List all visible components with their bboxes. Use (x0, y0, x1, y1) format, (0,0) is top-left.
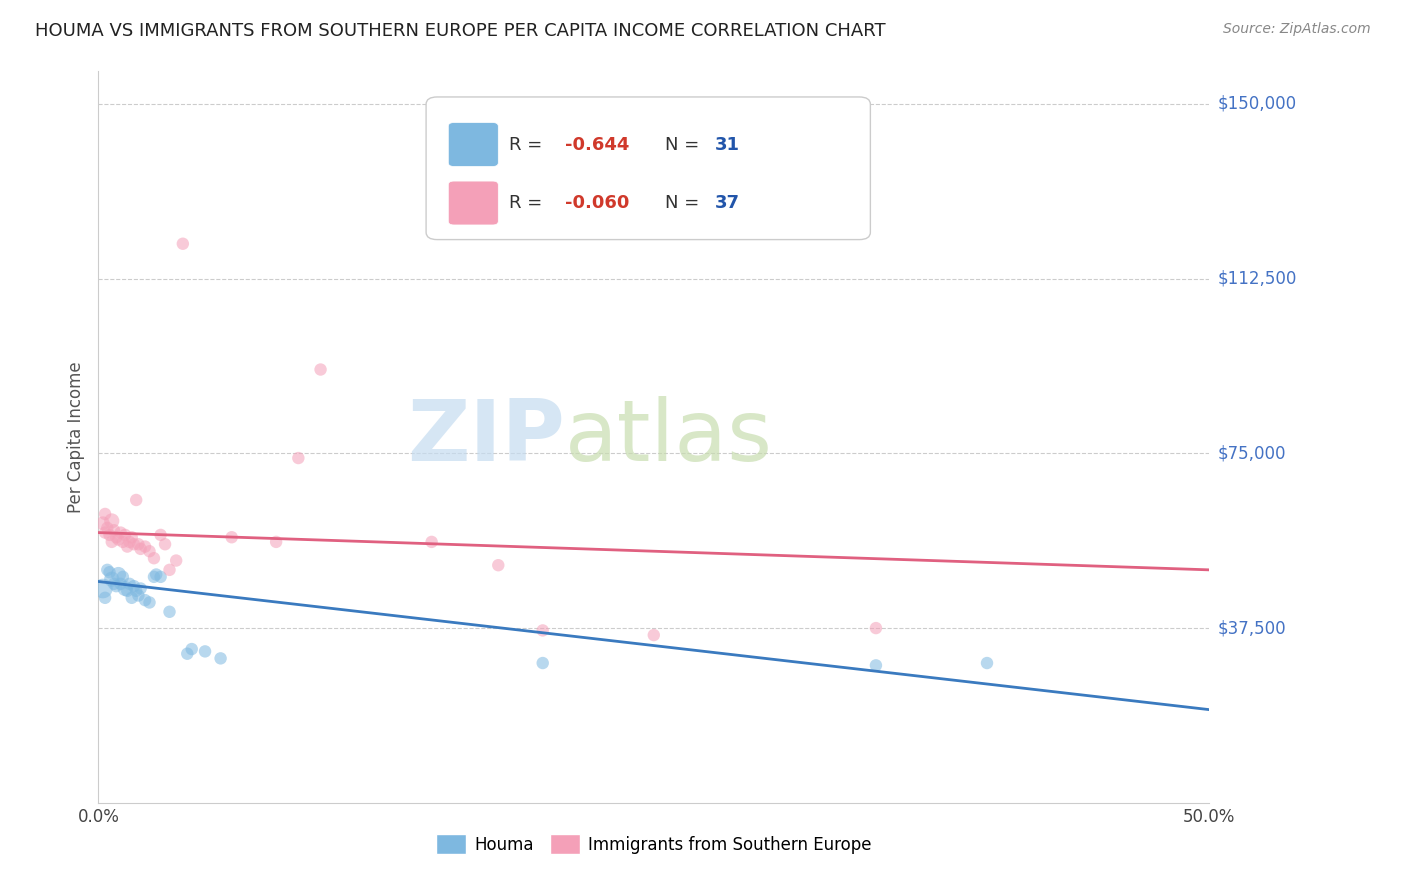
Point (209, 651, 232, 665)
Point (129, 541, 152, 556)
Point (531, 624, 554, 638)
Point (138, 595, 160, 609)
Point (176, 647, 198, 661)
Point (531, 656, 554, 670)
Point (172, 236, 194, 251)
Point (153, 537, 176, 551)
Point (976, 656, 998, 670)
Point (107, 533, 129, 547)
Point (100, 535, 122, 549)
Text: $112,500: $112,500 (1218, 269, 1296, 288)
Point (103, 577, 125, 591)
Point (149, 570, 172, 584)
Text: atlas: atlas (565, 395, 773, 479)
Text: N =: N = (665, 194, 704, 212)
Point (127, 537, 149, 551)
Y-axis label: Per Capita Income: Per Capita Income (67, 361, 86, 513)
Point (118, 577, 141, 591)
Point (264, 535, 287, 549)
Point (98, 565, 121, 579)
Point (865, 658, 887, 673)
Point (165, 553, 187, 567)
Text: 31: 31 (714, 136, 740, 153)
Point (94, 507, 117, 521)
Point (103, 523, 125, 537)
Point (94, 591, 117, 605)
Point (865, 621, 887, 635)
Point (134, 593, 156, 607)
Text: $75,000: $75,000 (1218, 444, 1286, 462)
Point (159, 563, 181, 577)
Point (111, 535, 134, 549)
Point (125, 493, 148, 508)
Point (110, 525, 132, 540)
Point (143, 551, 166, 566)
Point (134, 540, 156, 554)
Point (105, 530, 128, 544)
Point (643, 628, 665, 642)
Point (159, 605, 181, 619)
Text: -0.060: -0.060 (565, 194, 630, 212)
Point (117, 540, 139, 554)
Point (114, 528, 136, 542)
Text: N =: N = (665, 136, 704, 153)
Point (122, 579, 145, 593)
Point (194, 644, 217, 658)
Text: ZIP: ZIP (408, 395, 565, 479)
Legend: Houma, Immigrants from Southern Europe: Houma, Immigrants from Southern Europe (429, 828, 879, 860)
Point (100, 572, 122, 586)
Point (96, 563, 118, 577)
Point (420, 535, 443, 549)
Point (125, 583, 148, 598)
Point (110, 577, 132, 591)
Text: Source: ZipAtlas.com: Source: ZipAtlas.com (1223, 22, 1371, 37)
Point (111, 570, 134, 584)
Point (96, 521, 118, 535)
Point (138, 544, 160, 558)
Point (145, 567, 167, 582)
Point (287, 451, 309, 466)
Point (121, 591, 143, 605)
Text: 37: 37 (714, 194, 740, 212)
Point (122, 537, 145, 551)
Text: -0.644: -0.644 (565, 136, 630, 153)
Point (94, 525, 117, 540)
Point (118, 535, 141, 549)
Text: R =: R = (509, 194, 548, 212)
Text: R =: R = (509, 136, 548, 153)
FancyBboxPatch shape (449, 122, 498, 167)
Text: $150,000: $150,000 (1218, 95, 1296, 113)
FancyBboxPatch shape (426, 97, 870, 240)
Text: HOUMA VS IMMIGRANTS FROM SOUTHERN EUROPE PER CAPITA INCOME CORRELATION CHART: HOUMA VS IMMIGRANTS FROM SOUTHERN EUROPE… (35, 22, 886, 40)
Point (221, 530, 243, 544)
Point (129, 582, 152, 596)
Point (91, 516, 114, 531)
Point (105, 579, 128, 593)
Point (107, 567, 129, 582)
Point (117, 583, 139, 598)
Point (114, 582, 136, 596)
Text: $37,500: $37,500 (1218, 619, 1286, 637)
FancyBboxPatch shape (449, 181, 498, 225)
Point (180, 642, 202, 657)
Point (98, 528, 121, 542)
Point (127, 589, 149, 603)
Point (100, 514, 122, 528)
Point (149, 528, 172, 542)
Point (91, 582, 114, 596)
Point (143, 570, 166, 584)
Point (486, 558, 509, 573)
Point (121, 530, 143, 544)
Point (309, 362, 332, 376)
